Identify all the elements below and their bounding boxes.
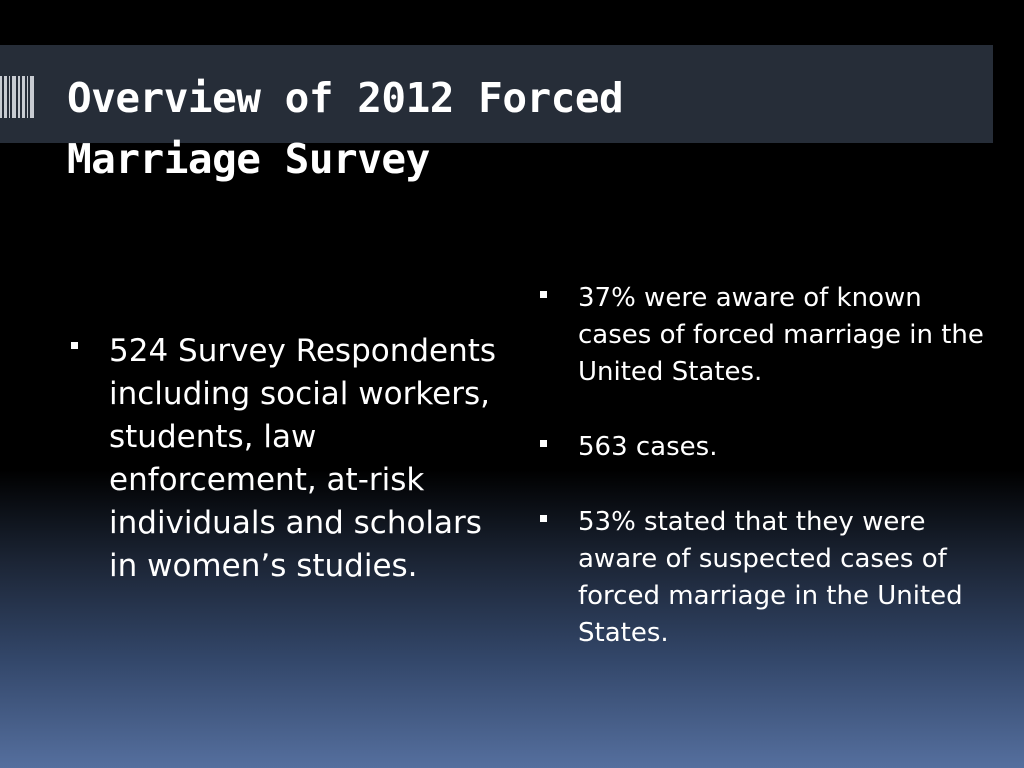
slide-title-line-2: Marriage Survey <box>67 135 430 183</box>
title-band <box>0 45 993 143</box>
left-bullet-list: 524 Survey Respondents including social … <box>71 330 501 588</box>
slide-title-line-1: Overview of 2012 Forced <box>67 74 624 122</box>
bullet-text: 524 Survey Respondents including social … <box>109 333 497 584</box>
list-item: 563 cases. <box>540 429 990 466</box>
bullet-text: 53% stated that they were aware of suspe… <box>578 507 963 648</box>
list-item: 37% were aware of known cases of forced … <box>540 280 990 391</box>
bullet-text: 37% were aware of known cases of forced … <box>578 283 984 387</box>
square-bullet-icon <box>540 291 547 298</box>
square-bullet-icon <box>71 342 78 349</box>
slide-title: Overview of 2012 Forced Marriage Survey <box>67 68 624 190</box>
list-item: 53% stated that they were aware of suspe… <box>540 504 990 652</box>
list-item: 524 Survey Respondents including social … <box>71 330 501 588</box>
bullet-text: 563 cases. <box>578 432 718 462</box>
decorative-stripes <box>0 76 34 118</box>
right-bullet-list: 37% were aware of known cases of forced … <box>540 280 990 652</box>
square-bullet-icon <box>540 440 547 447</box>
square-bullet-icon <box>540 515 547 522</box>
